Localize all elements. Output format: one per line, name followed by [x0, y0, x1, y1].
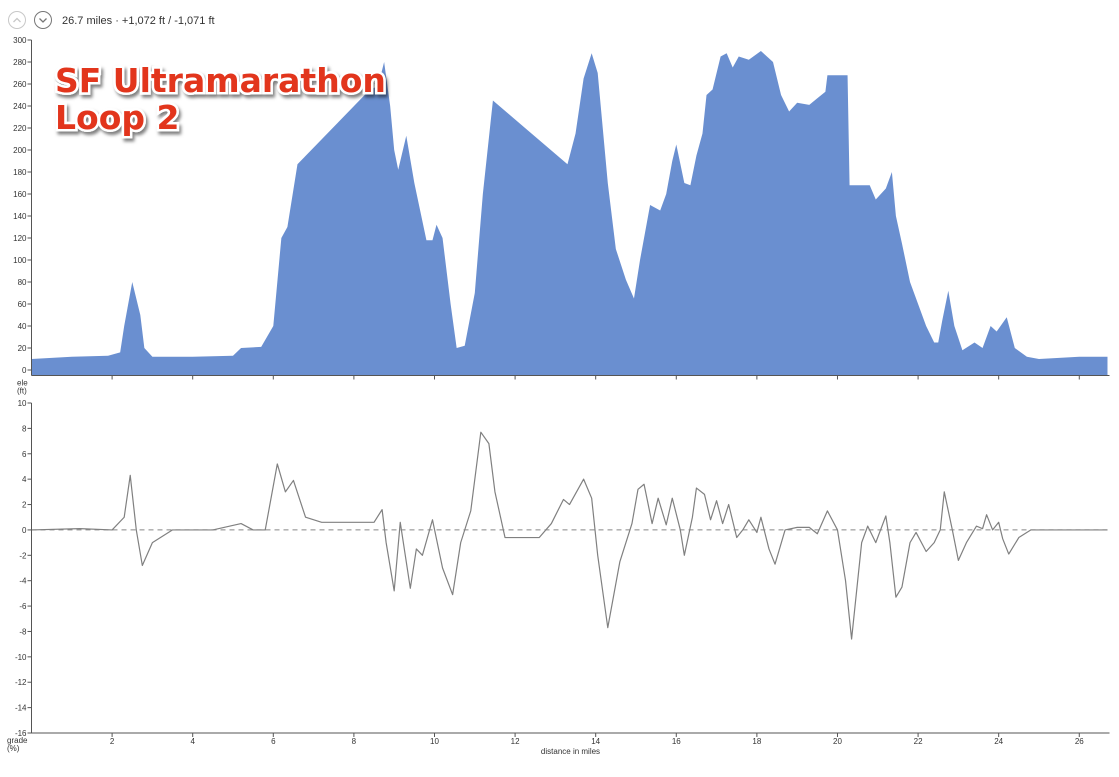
x-tick-label: 18 [752, 737, 761, 746]
y-tick-label: 300 [13, 36, 27, 45]
annotation-line: Loop 2 [55, 98, 179, 137]
route-summary: 26.7 miles · +1,072 ft / -1,071 ft [62, 15, 215, 27]
x-tick-label: 20 [833, 737, 842, 746]
chart: 0 20 40 60 80 100 120 140 160 180 200 220 240 260 280 3… [13, 36, 1110, 396]
x-tick-label: 2 [110, 737, 115, 746]
y-tick-label: 260 [13, 80, 27, 89]
y-tick-label: -16 [15, 729, 27, 738]
y-tick-label: 200 [13, 146, 27, 155]
y-tick-label: -4 [19, 577, 27, 586]
y-tick-label: 220 [13, 124, 27, 133]
y-tick-label: 40 [18, 322, 27, 331]
x-tick-label: 16 [672, 737, 681, 746]
x-tick-label: 24 [994, 737, 1003, 746]
y-axis-label: (ft) [17, 387, 27, 396]
x-tick-label: 14 [591, 737, 600, 746]
elevation-area [31, 51, 1108, 376]
y-tick-label: 0 [22, 366, 27, 375]
y-tick-label: 160 [13, 190, 27, 199]
y-tick-label: 140 [13, 212, 27, 221]
y-tick-label: -14 [15, 704, 27, 713]
y-tick-label: 6 [22, 450, 27, 459]
x-tick-label: 26 [1075, 737, 1084, 746]
y-tick-label: 2 [22, 501, 27, 510]
y-tick-label: 4 [22, 475, 27, 484]
y-axis-label: grade [7, 736, 28, 745]
y-tick-label: -8 [19, 627, 27, 636]
y-tick-label: 0 [22, 526, 27, 535]
y-tick-label: -10 [15, 653, 27, 662]
x-tick-label: 8 [352, 737, 357, 746]
x-tick-label: 12 [511, 737, 520, 746]
y-tick-label: 10 [18, 399, 27, 408]
y-tick-label: 120 [13, 234, 27, 243]
y-tick-label: 180 [13, 168, 27, 177]
annotation-line: SF Ultramarathon [55, 61, 386, 100]
x-tick-label: 6 [271, 737, 276, 746]
y-axis-label: ele [17, 379, 28, 388]
y-tick-label: 100 [13, 256, 27, 265]
x-tick-label: 22 [914, 737, 923, 746]
y-tick-label: -6 [19, 602, 27, 611]
y-tick-label: 8 [22, 424, 27, 433]
expand-button[interactable] [34, 11, 52, 29]
y-tick-label: -12 [15, 678, 27, 687]
y-axis-label: (%) [7, 744, 20, 753]
y-tick-label: 240 [13, 102, 27, 111]
collapse-button[interactable] [8, 11, 26, 29]
y-tick-label: 80 [18, 278, 27, 287]
x-tick-label: 10 [430, 737, 439, 746]
y-tick-label: 280 [13, 58, 27, 67]
y-tick-label: -2 [19, 551, 27, 560]
x-tick-label: 4 [190, 737, 195, 746]
y-tick-label: 60 [18, 300, 27, 309]
grade-line [31, 431, 1108, 640]
y-tick-label: 20 [18, 344, 27, 353]
x-axis-label: distance in miles [541, 747, 600, 756]
